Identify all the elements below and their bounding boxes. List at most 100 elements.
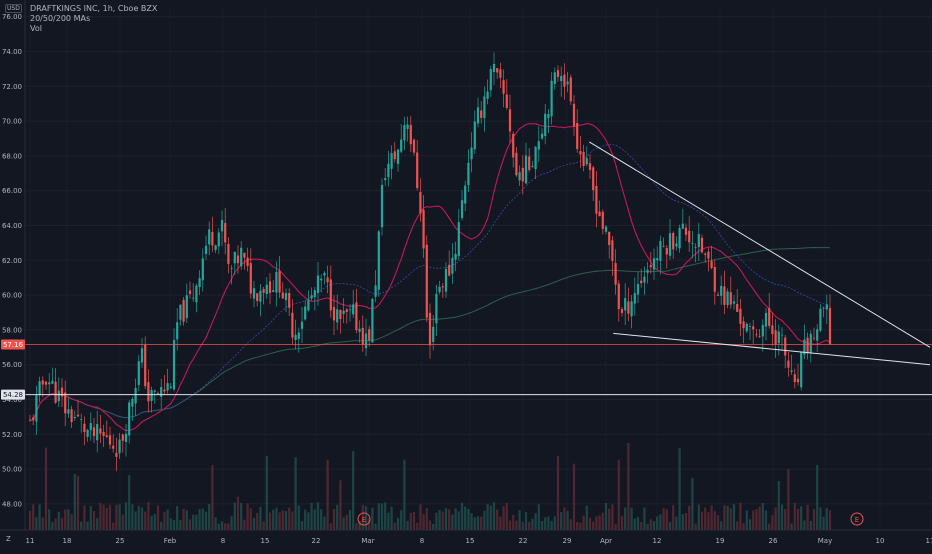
earnings-events[interactable]: E E xyxy=(357,512,864,526)
volume-bar xyxy=(51,521,54,530)
volume-bar xyxy=(761,502,764,530)
volume-bar xyxy=(195,514,198,530)
trendlines[interactable] xyxy=(589,141,931,366)
candle-body xyxy=(508,109,512,132)
y-tick-label: 60.00 xyxy=(2,292,22,300)
volume-bar xyxy=(348,510,352,530)
candle-body xyxy=(704,253,707,255)
volume-bar xyxy=(755,509,758,530)
volume-bar xyxy=(220,521,224,530)
earnings-event-marker[interactable] xyxy=(357,512,371,526)
candle-body xyxy=(691,243,694,244)
lower-trendline[interactable] xyxy=(613,332,931,366)
earnings-event-marker[interactable] xyxy=(850,512,864,526)
candle-body xyxy=(332,307,336,321)
volume-bar xyxy=(796,508,800,530)
x-tick-label: 15 xyxy=(261,537,270,545)
volume-bar xyxy=(86,521,89,530)
volume-bar xyxy=(598,515,601,530)
volume-bar xyxy=(32,504,35,530)
current-price-badge xyxy=(1,339,25,350)
volume-bar xyxy=(524,512,528,530)
candle-body xyxy=(553,72,556,84)
volume-bar xyxy=(396,517,400,530)
volume-bar xyxy=(300,521,304,530)
volume-bar xyxy=(595,516,598,530)
candle-body xyxy=(467,162,470,186)
volume-bar xyxy=(678,448,681,530)
candle-body xyxy=(800,351,803,388)
candle-body xyxy=(796,378,800,383)
candle-body xyxy=(662,246,665,247)
volume-bar xyxy=(403,459,406,530)
volume-bar xyxy=(736,521,739,530)
volume-legend[interactable]: Vol xyxy=(30,24,42,33)
volume-bar xyxy=(620,516,624,530)
candle-body xyxy=(502,80,505,94)
timezone-corner-label[interactable]: Z xyxy=(6,535,11,543)
volume-bar xyxy=(576,522,579,530)
candle-body xyxy=(188,290,192,295)
candle-body xyxy=(400,139,403,152)
candle-body xyxy=(112,445,115,449)
candle-body xyxy=(732,301,736,304)
candle-body xyxy=(134,387,137,404)
price-axis[interactable]: 48.00 50.00 52.00 54.00 56.00 58.00 60.00 62.00… xyxy=(0,0,26,530)
time-axis[interactable]: 11 18 25 Feb 8 15 22 Mar 8 15 22 29 Apr 12 19 26 May 10 17 xyxy=(0,529,932,550)
candle-body xyxy=(278,270,281,293)
ma-legend[interactable]: 20/50/200 MAs xyxy=(30,14,91,23)
volume-bar xyxy=(812,509,816,530)
volume-bar xyxy=(176,506,179,530)
candle-body xyxy=(707,251,710,259)
volume-bar xyxy=(588,517,592,530)
volume-bar xyxy=(153,514,156,530)
currency-badge[interactable]: USD xyxy=(5,4,22,13)
candle-body xyxy=(153,390,156,392)
candle-body xyxy=(406,124,409,129)
candle-body xyxy=(70,409,73,423)
candle-body xyxy=(550,80,553,117)
volume-bar xyxy=(208,503,211,530)
volume-bar xyxy=(681,514,684,530)
x-tick-label: Feb xyxy=(164,537,177,545)
x-tick-label: 19 xyxy=(716,537,725,545)
candle-body xyxy=(470,147,473,160)
volume-bar xyxy=(752,510,755,530)
volume-bar xyxy=(454,508,457,530)
volume-bar xyxy=(739,502,742,530)
candle-body xyxy=(339,309,342,319)
volume-bars xyxy=(28,443,832,530)
upper-trendline[interactable] xyxy=(589,141,931,348)
volume-bar xyxy=(211,465,214,530)
candle-body xyxy=(204,245,208,254)
volume-bar xyxy=(697,504,700,530)
candle-body xyxy=(684,227,688,235)
candle-body xyxy=(499,69,502,78)
candle-body xyxy=(115,452,118,457)
candle-body xyxy=(614,263,617,285)
volume-bar xyxy=(652,521,656,530)
volume-bar xyxy=(227,523,230,530)
candle-body xyxy=(358,328,361,332)
volume-bar xyxy=(425,507,428,530)
candle-body xyxy=(825,304,828,310)
symbol-title[interactable]: DRAFTKINGS INC, 1h, Cboe BZX xyxy=(30,4,158,13)
candle-body xyxy=(611,240,614,261)
y-tick-label: 76.00 xyxy=(2,13,22,21)
candle-body xyxy=(195,285,198,303)
volume-bar xyxy=(800,506,803,530)
volume-bar xyxy=(742,523,745,530)
volume-bar xyxy=(572,463,576,530)
volume-bar xyxy=(163,512,166,530)
candle-body xyxy=(793,374,796,383)
volume-bar xyxy=(489,505,492,530)
volume-bar xyxy=(585,505,588,530)
candle-body xyxy=(569,77,572,102)
volume-bar xyxy=(640,521,643,530)
candle-body xyxy=(736,304,739,312)
candle-body xyxy=(211,232,214,246)
volume-bar xyxy=(99,502,102,530)
volume-bar xyxy=(419,504,422,530)
